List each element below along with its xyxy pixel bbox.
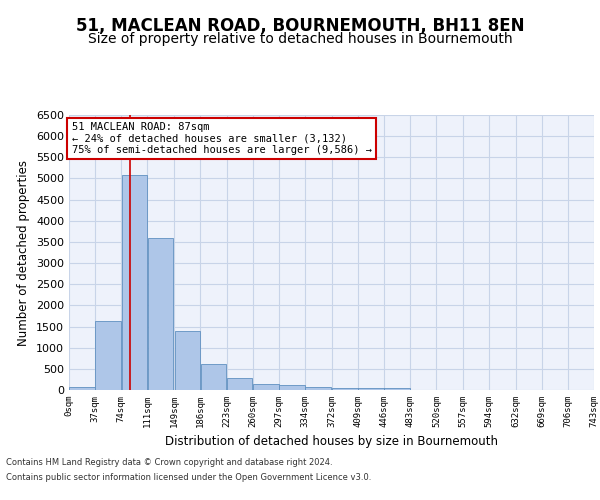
Bar	[332, 388, 358, 390]
Bar	[253, 384, 278, 390]
Bar	[148, 238, 173, 390]
Bar	[385, 388, 410, 390]
Bar	[175, 331, 200, 390]
Bar	[122, 175, 147, 390]
Text: 51 MACLEAN ROAD: 87sqm
← 24% of detached houses are smaller (3,132)
75% of semi-: 51 MACLEAN ROAD: 87sqm ← 24% of detached…	[71, 122, 371, 155]
Bar	[227, 378, 253, 390]
Text: 51, MACLEAN ROAD, BOURNEMOUTH, BH11 8EN: 51, MACLEAN ROAD, BOURNEMOUTH, BH11 8EN	[76, 18, 524, 36]
Bar	[358, 388, 384, 390]
Bar	[201, 364, 226, 390]
Text: Contains public sector information licensed under the Open Government Licence v3: Contains public sector information licen…	[6, 473, 371, 482]
Y-axis label: Number of detached properties: Number of detached properties	[17, 160, 31, 346]
Bar	[69, 387, 95, 390]
Bar	[95, 320, 121, 390]
Text: Contains HM Land Registry data © Crown copyright and database right 2024.: Contains HM Land Registry data © Crown c…	[6, 458, 332, 467]
Text: Size of property relative to detached houses in Bournemouth: Size of property relative to detached ho…	[88, 32, 512, 46]
Bar	[279, 386, 305, 390]
X-axis label: Distribution of detached houses by size in Bournemouth: Distribution of detached houses by size …	[165, 436, 498, 448]
Bar	[305, 386, 331, 390]
